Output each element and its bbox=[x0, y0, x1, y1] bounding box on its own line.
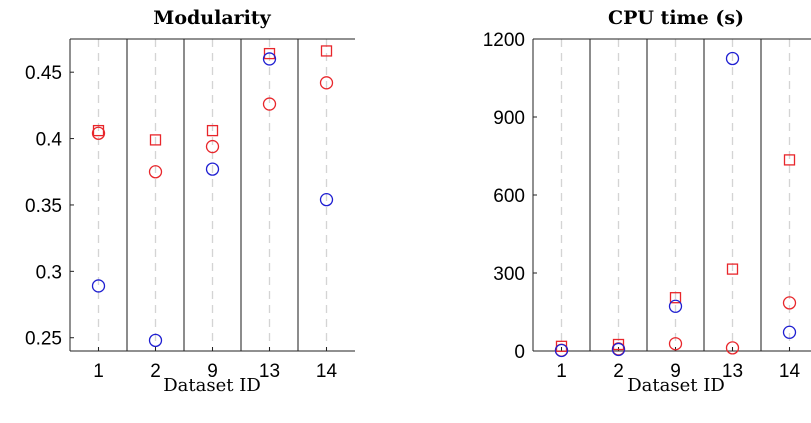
y-tick-label: 0.25 bbox=[25, 329, 62, 350]
data-point-circle bbox=[554, 343, 569, 358]
data-point-square bbox=[206, 124, 219, 137]
data-point-circle bbox=[205, 139, 220, 154]
data-point-circle bbox=[262, 52, 277, 66]
x-tick-label: 14 bbox=[779, 361, 801, 382]
data-point-circle bbox=[782, 325, 797, 339]
data-point-square bbox=[320, 45, 333, 57]
x-tick-label: 9 bbox=[670, 361, 681, 382]
x-tick-label: 13 bbox=[722, 361, 743, 382]
chart-title: Modularity bbox=[153, 7, 271, 29]
y-tick-label: 300 bbox=[493, 264, 525, 285]
data-point-circle bbox=[725, 51, 740, 66]
data-point-circle bbox=[668, 337, 683, 351]
data-point-circle bbox=[725, 341, 740, 355]
data-point-square bbox=[612, 338, 625, 351]
x-axis-label: Dataset ID bbox=[163, 375, 261, 396]
data-point-circle bbox=[319, 76, 334, 90]
x-tick-label: 2 bbox=[613, 361, 624, 382]
data-point-square bbox=[783, 154, 796, 166]
data-point-circle bbox=[205, 162, 220, 176]
data-point-circle bbox=[611, 342, 626, 357]
y-tick-label: 0 bbox=[514, 342, 525, 363]
y-tick-label: 600 bbox=[493, 186, 525, 207]
data-point-circle bbox=[668, 299, 683, 313]
data-point-circle bbox=[148, 165, 163, 179]
data-point-circle bbox=[262, 97, 277, 111]
x-tick-label: 14 bbox=[316, 361, 338, 382]
cpu-time-chart: CPU time (s) Dataset ID 0 300 600 900 1200 1 2… bbox=[483, 7, 811, 396]
data-point-circle bbox=[148, 333, 163, 348]
x-tick-label: 2 bbox=[150, 361, 161, 382]
y-tick-label: 0.3 bbox=[36, 262, 62, 283]
data-point-circle bbox=[91, 279, 106, 293]
x-axis-label: Dataset ID bbox=[627, 375, 725, 396]
data-point-circle bbox=[782, 296, 797, 310]
modularity-chart: Modularity Dataset ID 0.25 0.3 0.35 0.4 0.45… bbox=[25, 7, 355, 396]
y-tick-label: 1200 bbox=[483, 30, 525, 51]
y-tick-label: 0.4 bbox=[36, 130, 63, 151]
data-point-square bbox=[669, 292, 682, 304]
x-tick-label: 1 bbox=[93, 361, 104, 382]
data-point-square bbox=[263, 47, 276, 60]
x-tick-label: 9 bbox=[207, 361, 218, 382]
y-tick-label: 0.45 bbox=[25, 63, 62, 84]
x-tick-label: 1 bbox=[556, 361, 567, 382]
data-point-circle bbox=[319, 192, 334, 207]
chart-title: CPU time (s) bbox=[608, 7, 744, 29]
y-tick-label: 0.35 bbox=[25, 196, 62, 217]
data-point-square bbox=[149, 134, 162, 146]
data-point-square bbox=[726, 263, 739, 275]
y-tick-label: 900 bbox=[493, 108, 525, 129]
data-point-circle bbox=[91, 126, 106, 140]
x-tick-label: 13 bbox=[259, 361, 280, 382]
